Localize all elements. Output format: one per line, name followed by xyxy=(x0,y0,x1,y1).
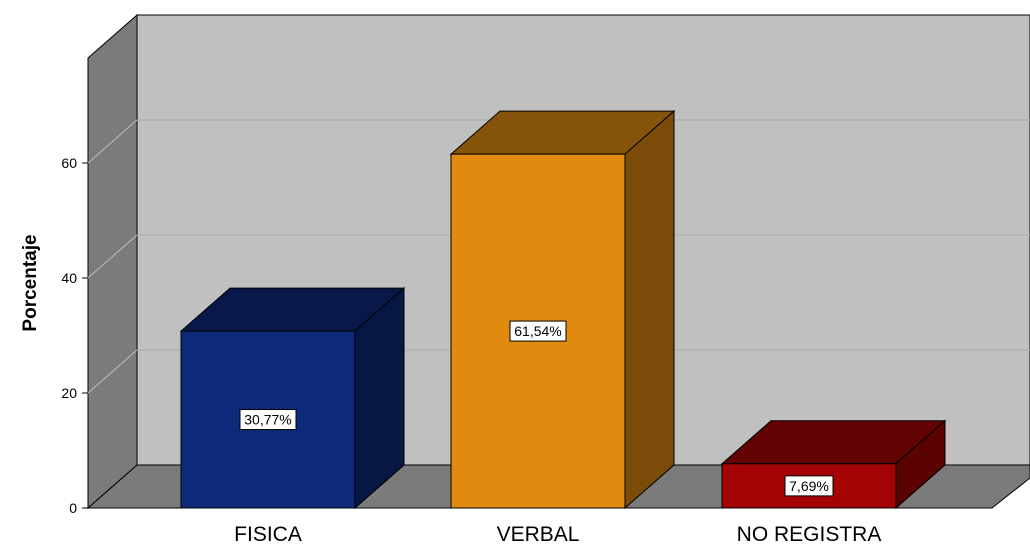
data-label: 61,54% xyxy=(514,323,561,339)
x-category-label: VERBAL xyxy=(497,523,580,544)
x-axis-categories: FISICA VERBAL NO REGISTRA xyxy=(234,523,881,544)
gridline-wall xyxy=(87,349,138,394)
y-axis-ticks: 0 20 40 60 xyxy=(61,155,88,516)
x-category-label: FISICA xyxy=(234,523,302,544)
bar-verbal: 61,54% xyxy=(449,110,676,510)
data-label: 7,69% xyxy=(789,478,829,494)
data-label-box xyxy=(509,320,567,342)
data-label-box xyxy=(784,475,834,497)
left-wall xyxy=(87,13,138,510)
y-tick-label: 0 xyxy=(69,500,77,516)
data-label: 30,77% xyxy=(244,412,291,428)
gridline-wall xyxy=(87,234,138,279)
bars: 30,77% 61,54% 7,69% xyxy=(179,110,947,510)
y-tick-label: 20 xyxy=(61,385,77,401)
data-label-box xyxy=(239,409,297,431)
bar-fisica: 30,77% xyxy=(179,286,406,510)
y-tick-label: 60 xyxy=(61,155,77,171)
bar-side-face xyxy=(624,110,675,510)
x-category-label: NO REGISTRA xyxy=(737,523,882,544)
bar-no-registra: 7,69% xyxy=(720,419,947,510)
y-axis-label: Porcentaje xyxy=(20,234,41,331)
gridline-wall xyxy=(87,119,138,164)
y-tick-label: 40 xyxy=(61,270,77,286)
